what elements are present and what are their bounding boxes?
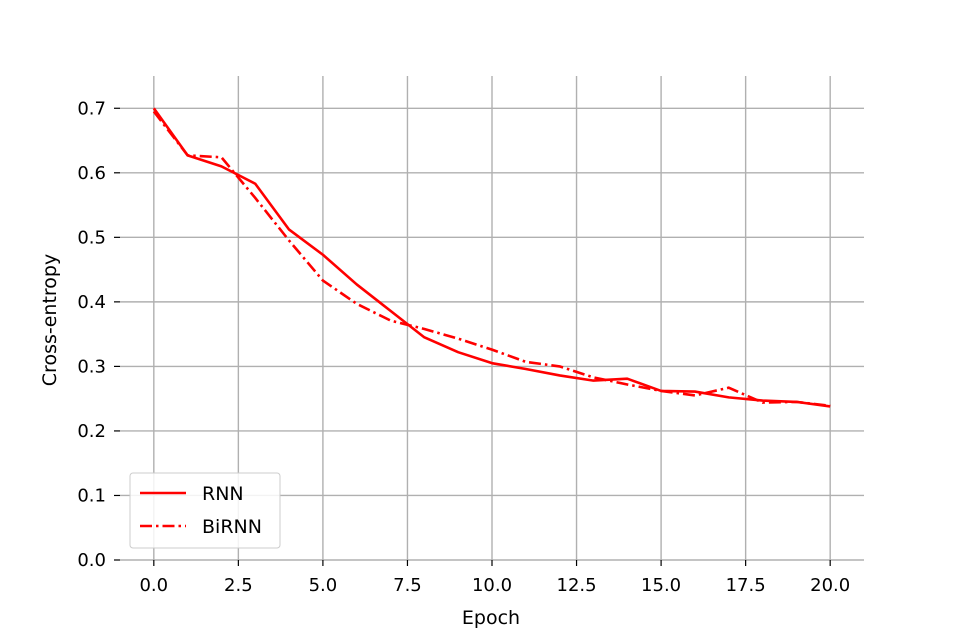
y-tick-label: 0.3 xyxy=(77,356,106,377)
y-axis-label: Cross-entropy xyxy=(39,254,61,386)
x-tick-label: 7.5 xyxy=(393,575,422,596)
y-tick-label: 0.6 xyxy=(77,163,106,184)
axis-ticks: 0.0 2.5 5.0 7.5 10.0 12.5 15.0 17.5 20.0 0.0 0.1 0.… xyxy=(77,98,850,596)
series-line-rnn xyxy=(152,107,831,408)
y-tick-label: 0.2 xyxy=(77,421,106,442)
x-tick-label: 0.0 xyxy=(139,575,168,596)
y-tick-label: 0.5 xyxy=(77,227,106,248)
x-tick-label: 10.0 xyxy=(472,575,512,596)
x-tick-label: 2.5 xyxy=(224,575,253,596)
series-lines xyxy=(152,107,831,408)
legend-label-rnn: RNN xyxy=(202,483,244,505)
y-tick-label: 0.0 xyxy=(77,550,106,571)
y-tick-label: 0.7 xyxy=(77,98,106,119)
legend: RNN BiRNN xyxy=(129,472,281,549)
x-tick-label: 20.0 xyxy=(810,575,850,596)
series-line-birnn xyxy=(152,110,831,408)
x-tick-label: 15.0 xyxy=(641,575,681,596)
x-tick-label: 12.5 xyxy=(557,575,597,596)
legend-label-birnn: BiRNN xyxy=(202,516,262,538)
y-tick-label: 0.4 xyxy=(77,292,106,313)
y-tick-label: 0.1 xyxy=(77,485,106,506)
x-tick-label: 17.5 xyxy=(726,575,766,596)
x-tick-label: 5.0 xyxy=(309,575,338,596)
x-axis-label: Epoch xyxy=(462,607,520,629)
